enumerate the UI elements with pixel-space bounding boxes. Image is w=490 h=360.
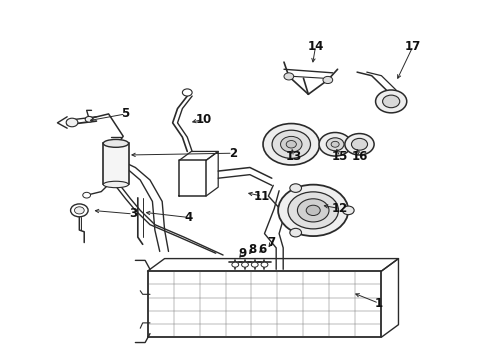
Circle shape <box>297 199 329 222</box>
Text: 10: 10 <box>196 113 212 126</box>
Text: 2: 2 <box>229 147 237 160</box>
Ellipse shape <box>103 139 128 147</box>
Text: 14: 14 <box>307 40 324 53</box>
Circle shape <box>343 206 354 215</box>
Text: 17: 17 <box>405 40 421 53</box>
Circle shape <box>326 138 344 151</box>
Ellipse shape <box>103 181 128 188</box>
Circle shape <box>286 140 296 148</box>
Text: 9: 9 <box>239 247 246 260</box>
Circle shape <box>242 262 248 267</box>
Circle shape <box>66 118 78 127</box>
Circle shape <box>74 207 84 214</box>
Circle shape <box>375 90 407 113</box>
Circle shape <box>182 89 192 96</box>
Circle shape <box>331 141 339 147</box>
Text: 8: 8 <box>248 243 256 256</box>
Text: 7: 7 <box>268 236 276 249</box>
Circle shape <box>278 185 348 236</box>
Circle shape <box>281 136 302 152</box>
Circle shape <box>319 132 351 156</box>
Text: 16: 16 <box>351 150 368 163</box>
Text: 13: 13 <box>286 150 302 163</box>
Circle shape <box>272 130 311 158</box>
Circle shape <box>290 228 301 237</box>
Text: 3: 3 <box>129 207 137 220</box>
Circle shape <box>345 134 374 155</box>
Circle shape <box>71 204 88 217</box>
Bar <box>103 143 128 184</box>
Circle shape <box>251 262 258 267</box>
Circle shape <box>284 73 294 80</box>
Circle shape <box>323 76 333 84</box>
Circle shape <box>232 262 239 267</box>
Text: 5: 5 <box>122 107 130 120</box>
Circle shape <box>261 262 268 267</box>
Circle shape <box>306 205 320 216</box>
Circle shape <box>383 95 400 108</box>
Circle shape <box>263 123 319 165</box>
Text: 4: 4 <box>185 211 193 224</box>
Circle shape <box>85 116 93 122</box>
Text: 1: 1 <box>375 297 383 310</box>
Text: 6: 6 <box>258 243 266 256</box>
Circle shape <box>83 192 91 198</box>
Circle shape <box>290 184 301 192</box>
Circle shape <box>288 192 339 229</box>
Circle shape <box>351 138 368 150</box>
Text: 12: 12 <box>332 202 348 215</box>
Text: 11: 11 <box>254 190 270 203</box>
Text: 15: 15 <box>332 150 348 163</box>
